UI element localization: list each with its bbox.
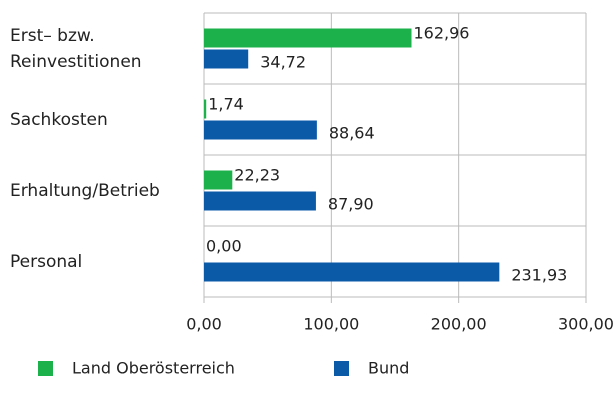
legend-swatch: [334, 361, 349, 376]
data-label: 1,74: [208, 95, 244, 114]
data-label: 231,93: [511, 266, 567, 285]
bar: [204, 49, 249, 69]
bar: [204, 191, 316, 211]
category-label: Erhaltung/Betrieb: [10, 180, 160, 201]
x-tick-label: 200,00: [431, 315, 487, 334]
x-tick-label: 0,00: [186, 315, 222, 334]
bar: [204, 120, 317, 140]
bar: [204, 28, 412, 48]
legend-label: Bund: [368, 359, 409, 378]
x-tick-label: 300,00: [558, 315, 614, 334]
bar: [204, 170, 233, 190]
data-label: 162,96: [414, 24, 470, 43]
data-label: 87,90: [328, 195, 374, 214]
category-label: Sachkosten: [10, 109, 108, 130]
data-label: 22,23: [234, 166, 280, 185]
legend-label: Land Oberösterreich: [72, 359, 235, 378]
category-label: Personal: [10, 251, 83, 272]
data-label: 0,00: [206, 237, 242, 256]
data-label: 88,64: [329, 124, 375, 143]
bar: [204, 262, 500, 282]
x-tick-label: 100,00: [303, 315, 359, 334]
bar: [204, 99, 207, 119]
category-label: Erst– bzw. Reinvestitionen: [10, 25, 142, 72]
legend-swatch: [38, 361, 53, 376]
data-label: 34,72: [260, 53, 306, 72]
